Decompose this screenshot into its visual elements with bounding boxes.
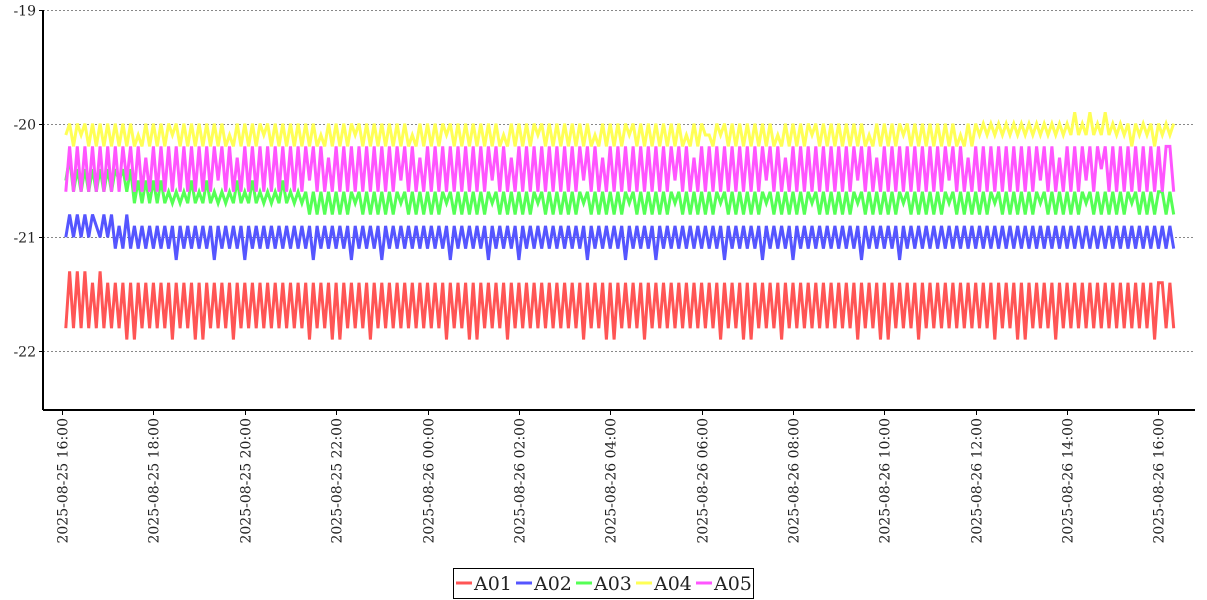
legend-label: A03 — [593, 573, 632, 595]
x-tick-label: 2025-08-26 08:00 — [787, 418, 803, 544]
x-tick-label: 2025-08-25 22:00 — [330, 418, 346, 544]
y-tick-label: -20 — [13, 118, 36, 134]
x-tick-label: 2025-08-26 02:00 — [513, 418, 529, 544]
y-tick-label: -19 — [13, 4, 36, 20]
series-line-a03 — [64, 157, 1176, 215]
x-tick-label: 2025-08-26 06:00 — [696, 418, 712, 544]
x-axis-ticks: 2025-08-25 16:00 2025-08-25 18:00 2025-08-… — [56, 410, 1168, 544]
y-tick-label: -22 — [13, 345, 36, 361]
legend-label: A04 — [653, 573, 692, 595]
x-tick-label: 2025-08-26 10:00 — [878, 418, 894, 544]
series-line-a04 — [64, 112, 1176, 147]
x-tick-label: 2025-08-25 20:00 — [239, 418, 255, 544]
x-tick-label: 2025-08-25 16:00 — [56, 418, 72, 544]
legend-label: A05 — [713, 573, 752, 595]
series-line-a01 — [64, 271, 1176, 340]
x-tick-label: 2025-08-26 12:00 — [970, 418, 986, 544]
y-tick-label: -21 — [13, 231, 36, 247]
legend-item-a04: A04 — [636, 573, 692, 595]
legend-item-a02: A02 — [516, 573, 572, 595]
x-tick-label: 2025-08-26 16:00 — [1152, 418, 1168, 544]
legend-item-a03: A03 — [576, 573, 632, 595]
legend-label: A02 — [533, 573, 572, 595]
x-tick-label: 2025-08-26 00:00 — [422, 418, 438, 544]
series-lines — [64, 112, 1176, 340]
legend-item-a01: A01 — [456, 573, 512, 595]
legend: A01 A02 A03 A04 A05 — [453, 568, 754, 599]
legend-label: A01 — [473, 573, 512, 595]
x-tick-label: 2025-08-26 04:00 — [604, 418, 620, 544]
series-line-a05 — [64, 144, 1176, 192]
series-line-a02 — [64, 214, 1176, 261]
y-axis-ticks: -19 -20 -21 -22 — [13, 4, 43, 361]
legend-item-a05: A05 — [696, 573, 752, 595]
x-tick-label: 2025-08-25 18:00 — [147, 418, 163, 544]
x-tick-label: 2025-08-26 14:00 — [1061, 418, 1077, 544]
